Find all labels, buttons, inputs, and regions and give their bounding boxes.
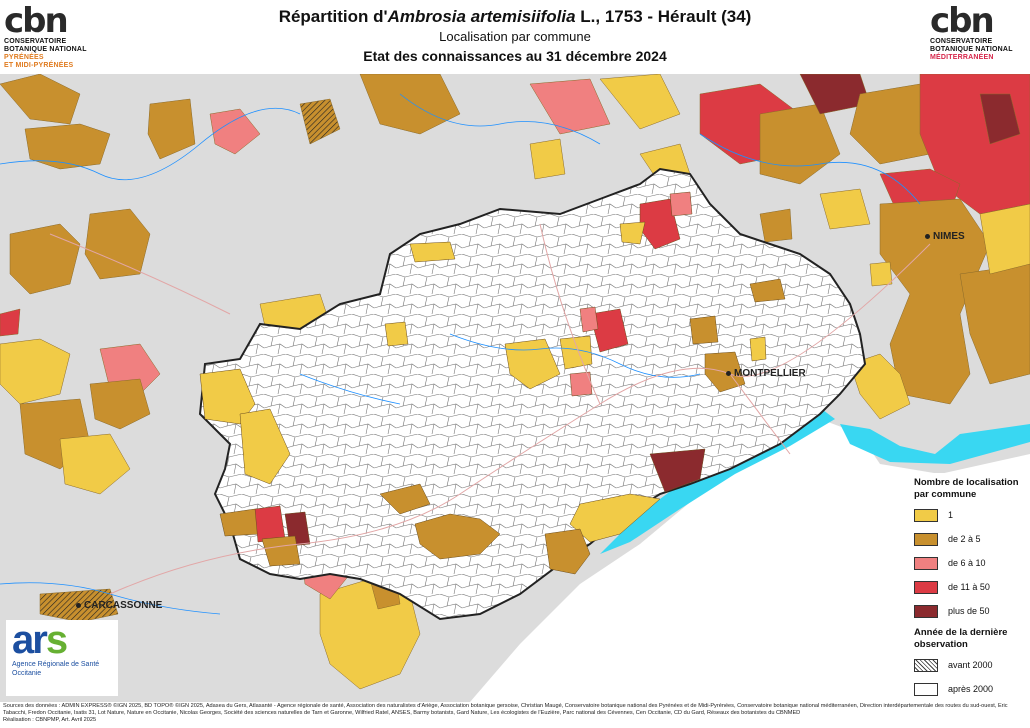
logo-line: PYRÉNÉES: [4, 54, 44, 61]
ars-line: Agence Régionale de Santé: [12, 661, 100, 668]
ars-line: Occitanie: [12, 670, 42, 677]
ars-mark: ars: [12, 618, 68, 662]
logo-line: MÉDITERRANÉEN: [930, 54, 994, 61]
cbnpmp-logo: cbn CONSERVATOIRE BOTANIQUE NATIONAL PYR…: [4, 4, 87, 70]
legend-label: plus de 50: [948, 606, 990, 616]
logo-line: BOTANIQUE NATIONAL: [930, 46, 1013, 53]
lagoon: [840, 424, 1030, 464]
legend-row: après 2000: [914, 677, 1028, 701]
distribution-map: NIMES MONTPELLIER CARCASSONNE: [0, 74, 1030, 702]
cbn-mark: cbn: [4, 1, 69, 41]
realisation-text: Réalisation : CBNPMP, Art. Avril 2025: [3, 717, 97, 723]
surrounding-communes: [0, 74, 1030, 690]
logo-line: CONSERVATOIRE: [4, 38, 67, 45]
legend-year-heading: Année de la dernière observation: [914, 627, 1008, 650]
logo-line: ET MIDI-PYRÉNÉES: [4, 62, 74, 69]
legend-row: de 11 à 50: [914, 575, 1028, 599]
legend-row: de 2 à 5: [914, 527, 1028, 551]
ars-logo: ars Agence Régionale de Santé Occitanie: [6, 620, 118, 696]
sea: [470, 419, 1030, 702]
legend-label: de 11 à 50: [948, 582, 990, 592]
legend-swatch: [914, 580, 938, 594]
cbn-mark: cbn: [930, 1, 995, 41]
date-line: Etat des connaissances au 31 décembre 20…: [363, 48, 667, 64]
map-legend: Nombre de localisation par commune 1 de …: [908, 473, 1028, 703]
herault-communes: [199, 191, 786, 575]
rivers: [0, 93, 921, 615]
legend-swatch-plain: [914, 682, 938, 696]
legend-row: de 6 à 10: [914, 551, 1028, 575]
city-label-carcassonne: CARCASSONNE: [76, 600, 162, 611]
map-canvas: [0, 74, 1030, 702]
legend-swatch: [914, 532, 938, 546]
legend-label: après 2000: [948, 684, 994, 694]
logo-line: CONSERVATOIRE: [930, 38, 993, 45]
legend-label: 1: [948, 510, 954, 520]
sources-footer: Sources des données : ADMIN EXPRESS® ©IG…: [0, 702, 1030, 728]
legend-label: de 6 à 10: [948, 558, 986, 568]
legend-label: avant 2000: [948, 660, 993, 670]
legend-row: plus de 50: [914, 599, 1028, 623]
sources-text: Sources des données : ADMIN EXPRESS® ©IG…: [3, 703, 1008, 716]
map-subtitle: Localisation par commune: [439, 29, 591, 44]
legend-swatch: [914, 604, 938, 618]
map-header: cbn CONSERVATOIRE BOTANIQUE NATIONAL PYR…: [0, 0, 1030, 74]
logo-line: BOTANIQUE NATIONAL: [4, 46, 87, 53]
legend-swatch: [914, 508, 938, 522]
legend-row: 1: [914, 503, 1028, 527]
title-block: Répartition d'Ambrosia artemisiifolia L.…: [180, 6, 850, 66]
city-label-nimes: NIMES: [925, 231, 965, 242]
legend-swatch: [914, 556, 938, 570]
legend-swatch-hatched: [914, 658, 938, 672]
legend-row: avant 2000: [914, 653, 1028, 677]
roads: [49, 223, 931, 595]
legend-label: de 2 à 5: [948, 534, 981, 544]
map-title: Répartition d'Ambrosia artemisiifolia L.…: [278, 7, 752, 26]
legend-heading: Nombre de localisation par commune: [914, 477, 1019, 500]
cbnmed-logo: cbn CONSERVATOIRE BOTANIQUE NATIONAL MÉD…: [930, 4, 1013, 62]
city-label-montpellier: MONTPELLIER: [726, 368, 806, 379]
herault-department: [198, 167, 867, 621]
